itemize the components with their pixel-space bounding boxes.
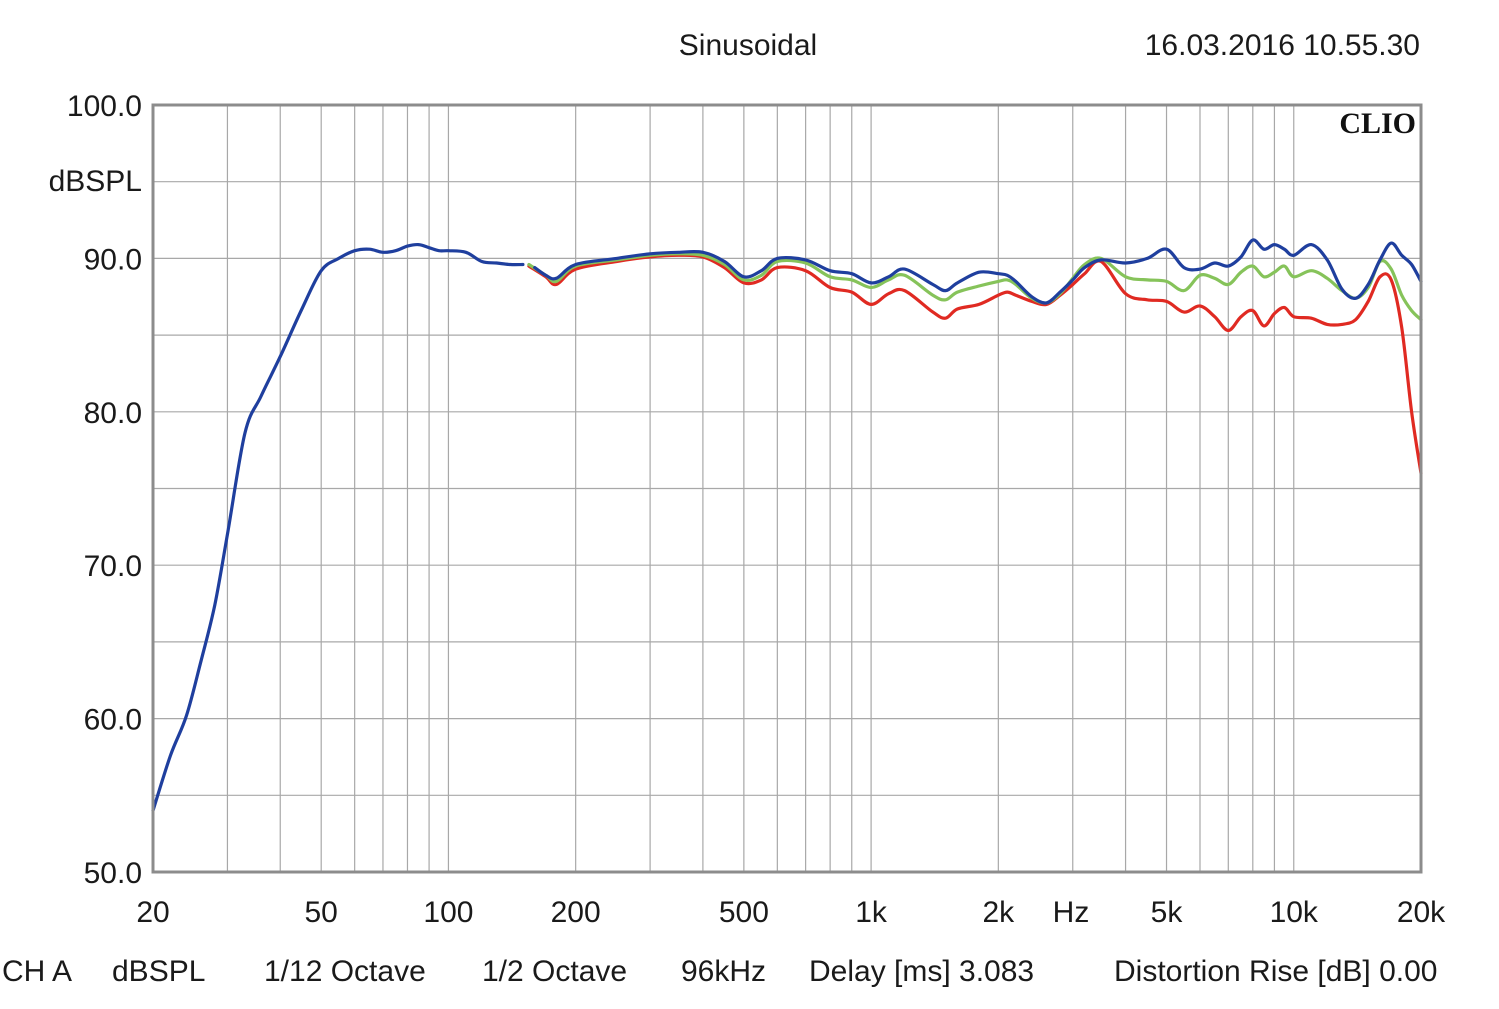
x-tick-label: 200 — [551, 896, 601, 929]
data-series — [151, 238, 1423, 813]
footer-sample-rate: 96kHz — [681, 955, 766, 988]
grid — [153, 105, 1421, 872]
x-tick-label: 5k — [1151, 896, 1184, 929]
clio-brand-logo: CLIO — [1339, 107, 1416, 140]
y-axis-unit-label: dBSPL — [49, 165, 142, 198]
x-tick-label: 50 — [305, 896, 338, 929]
x-tick-label: 20k — [1397, 896, 1446, 929]
footer-units: dBSPL — [112, 955, 205, 988]
footer-octave: 1/2 Octave — [482, 955, 627, 988]
x-tick-label: 2k — [982, 896, 1015, 929]
footer-delay: Delay [ms] 3.083 — [809, 955, 1034, 988]
axes: 50.0 60.0 70.0 80.0 90.0 100.0 20 50 100 200 500 1k… — [67, 90, 1446, 929]
measurement-timestamp: 16.03.2016 10.55.30 — [1145, 29, 1420, 62]
plot-frame — [151, 103, 1423, 874]
x-tick-label: 10k — [1270, 896, 1319, 929]
x-tick-label: 500 — [719, 896, 769, 929]
footer-info-bar: CH A dBSPL 1/12 Octave 1/2 Octave 96kHz … — [2, 955, 1437, 988]
chart-title: Sinusoidal — [679, 29, 817, 62]
footer-distortion-rise: Distortion Rise [dB] 0.00 — [1114, 955, 1437, 988]
x-tick-label: 20 — [136, 896, 169, 929]
y-tick-label: 100.0 — [67, 90, 142, 123]
y-tick-label: 60.0 — [84, 704, 142, 737]
x-axis-unit-label: Hz — [1053, 896, 1090, 929]
x-tick-label: 1k — [855, 896, 888, 929]
series-line — [533, 238, 1423, 305]
footer-channel: CH A — [2, 955, 72, 988]
y-tick-label: 90.0 — [84, 243, 142, 276]
y-tick-label: 80.0 — [84, 397, 142, 430]
x-tick-label: 100 — [423, 896, 473, 929]
y-tick-label: 70.0 — [84, 550, 142, 583]
y-tick-label: 50.0 — [84, 857, 142, 890]
footer-smoothing: 1/12 Octave — [264, 955, 426, 988]
series-line — [151, 242, 525, 813]
